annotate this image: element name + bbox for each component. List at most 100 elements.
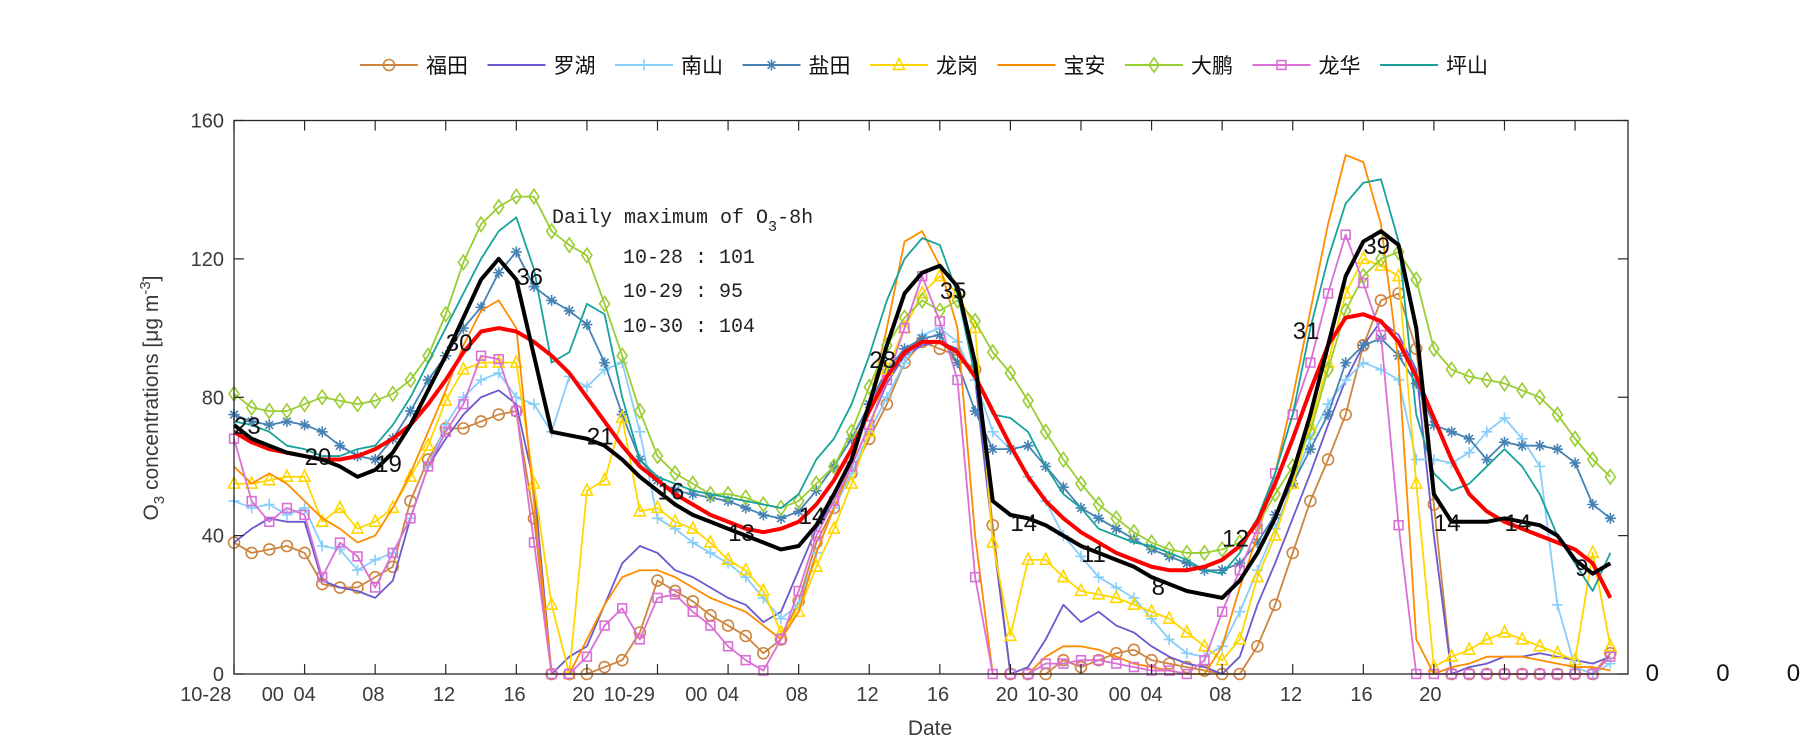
circle-marker — [1374, 294, 1388, 307]
plus-marker — [493, 367, 505, 379]
value-annotation: 36 — [516, 264, 543, 291]
circle-marker — [382, 58, 396, 72]
diamond-marker — [245, 399, 258, 417]
asterisk-marker — [1304, 443, 1316, 455]
asterisk-marker — [1516, 440, 1528, 452]
asterisk-marker — [493, 267, 505, 279]
triangle-marker — [1268, 527, 1282, 541]
square-marker — [793, 585, 804, 597]
plus-marker — [1357, 357, 1369, 369]
asterisk-marker — [1110, 523, 1122, 535]
legend-label: 龙岗 — [936, 54, 978, 78]
x-tick-label: 08 — [1209, 684, 1231, 706]
value-annotation: 21 — [587, 423, 614, 450]
square-marker — [246, 495, 257, 507]
x-tick-label: 08 — [362, 684, 384, 706]
diamond-marker — [810, 475, 823, 493]
square-marker — [617, 603, 628, 614]
asterisk-marker — [704, 492, 716, 504]
square-marker — [1164, 665, 1175, 676]
asterisk-marker — [1534, 440, 1546, 452]
series-坪山 — [233, 178, 1612, 592]
triangle-marker — [650, 499, 665, 514]
diamond-marker — [510, 188, 523, 206]
diamond-marker — [1092, 495, 1105, 514]
square-marker — [1605, 651, 1616, 662]
circle-marker — [1268, 598, 1282, 612]
triangle-marker — [438, 392, 453, 406]
square-marker — [264, 516, 275, 527]
diamond-marker — [1410, 271, 1423, 289]
triangle-marker — [1374, 257, 1388, 271]
x-tick-label: 16 — [1350, 684, 1372, 706]
square-marker — [952, 374, 963, 386]
square-marker — [1040, 658, 1051, 669]
daily-max-line-2: 10-29 : 95 — [623, 281, 743, 304]
x-tick-label: 20 — [572, 684, 594, 706]
triangle-marker — [1074, 582, 1088, 597]
asterisk-marker — [899, 343, 911, 355]
asterisk-marker — [263, 419, 275, 431]
asterisk-marker — [740, 502, 752, 514]
value-annotation: 35 — [940, 278, 967, 305]
triangle-marker — [1127, 596, 1141, 611]
square-marker — [1358, 277, 1369, 289]
triangle-marker — [386, 499, 400, 514]
square-marker — [899, 322, 910, 334]
diamond-marker — [386, 385, 399, 403]
value-annotation: 0 — [1716, 660, 1729, 687]
square-marker — [758, 665, 769, 676]
value-annotation: 16 — [657, 479, 684, 506]
value-annotation: 14 — [1434, 510, 1461, 537]
triangle-marker — [421, 437, 435, 451]
legend-label: 南山 — [681, 54, 723, 78]
diamond-marker — [439, 305, 452, 323]
diamond-marker — [898, 309, 911, 327]
circle-marker — [1057, 653, 1070, 667]
plus-marker — [1551, 599, 1563, 611]
series-宝安 — [233, 154, 1611, 675]
triangle-marker — [597, 471, 612, 486]
circle-marker — [351, 581, 364, 594]
diamond-marker — [598, 295, 611, 313]
diamond-marker — [1516, 381, 1529, 399]
circle-marker — [245, 546, 258, 560]
asterisk-marker — [316, 426, 328, 438]
asterisk-marker — [1551, 443, 1563, 455]
asterisk-marker — [1093, 512, 1105, 524]
triangle-marker — [1462, 641, 1476, 655]
plus-marker — [1075, 550, 1087, 562]
x-tick-label: 08 — [786, 684, 808, 706]
diamond-marker — [404, 371, 417, 389]
plus-marker — [1498, 412, 1510, 424]
diamond-marker — [1145, 533, 1158, 552]
y-tick-label: 40 — [202, 526, 224, 548]
legend-item-大鹏: 大鹏 — [1125, 54, 1233, 78]
triangle-marker — [1497, 624, 1512, 638]
square-marker — [334, 537, 346, 548]
plus-marker — [352, 564, 364, 576]
legend-label: 大鹏 — [1191, 54, 1233, 78]
square-marker — [387, 547, 399, 559]
triangle-marker — [1233, 631, 1247, 645]
circle-marker — [774, 633, 788, 646]
circle-marker — [739, 629, 753, 643]
asterisk-marker — [581, 319, 593, 331]
asterisk-marker — [510, 246, 522, 258]
plus-marker — [510, 391, 522, 403]
plus-marker — [475, 374, 487, 386]
series-layer — [227, 154, 1618, 681]
triangle-marker — [280, 468, 294, 483]
circle-marker — [721, 619, 735, 632]
x-tick-label: 16 — [927, 684, 949, 706]
series-line — [233, 195, 1611, 554]
triangle-marker — [1109, 589, 1124, 604]
asterisk-marker — [299, 419, 311, 431]
circle-marker — [474, 415, 488, 428]
x-tick-label: 00 — [262, 684, 284, 706]
triangle-marker — [892, 56, 906, 71]
diamond-marker — [845, 423, 858, 441]
asterisk-marker — [546, 294, 558, 306]
asterisk-marker — [669, 485, 681, 497]
